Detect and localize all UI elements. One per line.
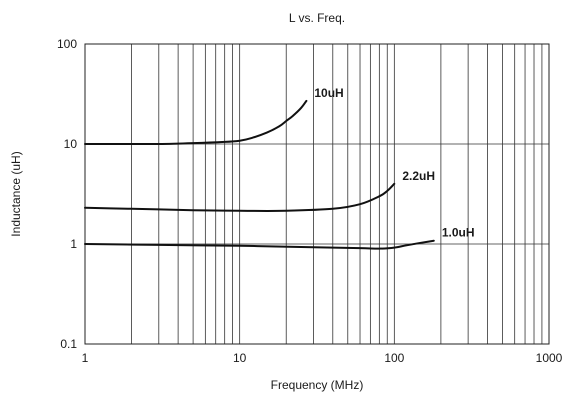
series-layer: 10uH 2.2uH 1.0uH: [84, 86, 475, 250]
x-tick-label: 1: [82, 351, 89, 365]
series-label-1-0uh: 1.0uH: [442, 226, 475, 240]
x-tick-label: 10: [233, 351, 247, 365]
y-tick-label: 100: [57, 37, 77, 51]
x-tick-label: 1000: [536, 351, 563, 365]
plot-frame: [84, 43, 550, 345]
y-axis-label: Inductance (uH): [9, 151, 23, 236]
y-tick-label: 0.1: [60, 337, 77, 351]
series-label-2-2uh: 2.2uH: [402, 169, 435, 183]
y-tick-label: 10: [64, 137, 78, 151]
series-label-10uh: 10uH: [314, 86, 343, 100]
x-axis-label: Frequency (MHz): [271, 378, 364, 392]
y-tick-label: 1: [70, 237, 77, 251]
series-line-2-2uh: [84, 182, 396, 212]
series-line-10uh: [84, 99, 308, 146]
tick-layer: 1 10 100 1000 0.1 1 10 100: [57, 37, 563, 365]
x-tick-label: 100: [384, 351, 404, 365]
chart-title: L vs. Freq.: [289, 11, 345, 25]
series-line-1-0uh: [84, 239, 435, 250]
